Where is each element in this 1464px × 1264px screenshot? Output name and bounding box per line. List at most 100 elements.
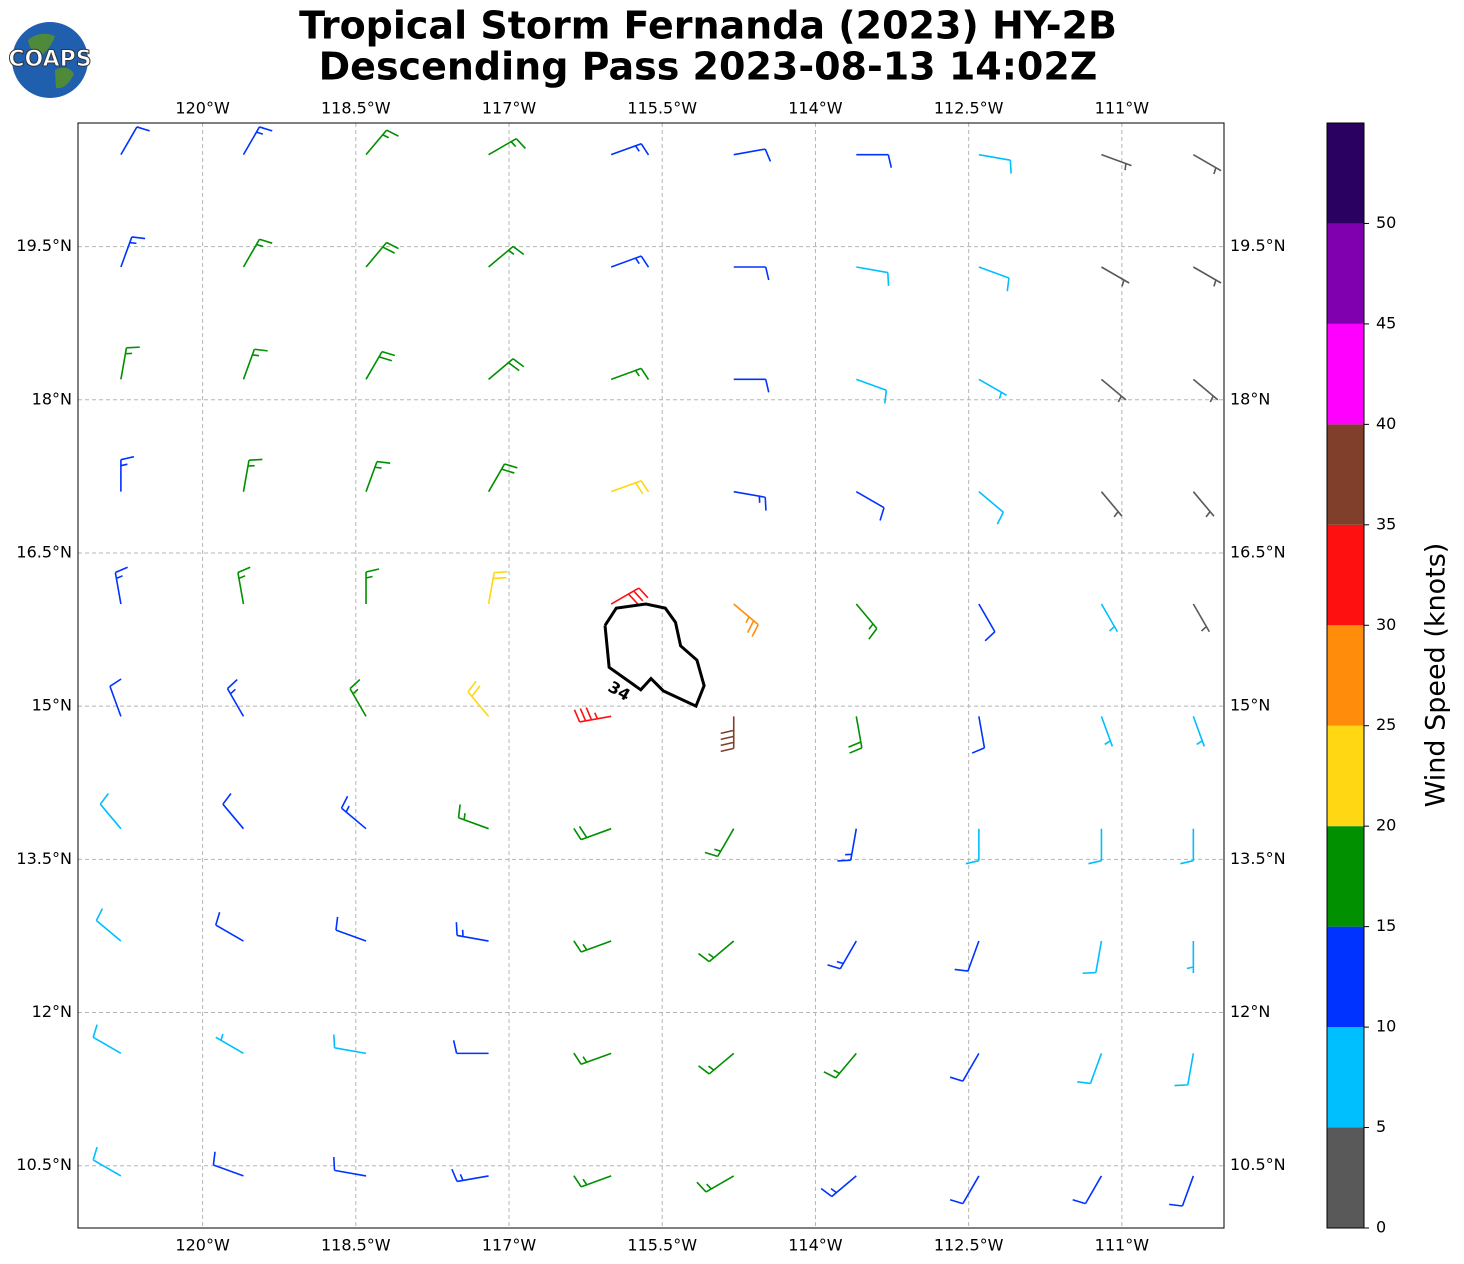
wind-barb bbox=[120, 455, 135, 492]
wind-barb bbox=[222, 793, 245, 830]
wind-barb bbox=[1192, 266, 1222, 287]
colorbar-segment bbox=[1327, 424, 1364, 525]
lon-tick-label: 117°W bbox=[482, 99, 537, 118]
colorbar-tick-label: 50 bbox=[1376, 213, 1396, 232]
colorbar-segment bbox=[1327, 1027, 1364, 1128]
wind-barb bbox=[1192, 716, 1206, 747]
wind-barb bbox=[1180, 828, 1195, 865]
lon-tick-label: 112.5°W bbox=[934, 99, 1004, 118]
wind-barb bbox=[365, 129, 399, 156]
wind-barb bbox=[1186, 941, 1195, 974]
wind-barb bbox=[971, 716, 986, 754]
wind-barb bbox=[365, 568, 380, 605]
colorbar-segment bbox=[1327, 725, 1364, 827]
colorbar-label: Wind Speed (knots) bbox=[1421, 543, 1452, 808]
wind-barb bbox=[335, 916, 367, 942]
wind-barb bbox=[452, 1040, 489, 1055]
wind-barb bbox=[1192, 378, 1219, 403]
wind-barb bbox=[848, 716, 863, 754]
lon-tick-label: 111°W bbox=[1095, 1236, 1150, 1255]
wind-barb bbox=[978, 491, 1005, 525]
lat-tick-label: 16.5°N bbox=[16, 542, 72, 561]
wind-barb bbox=[120, 346, 140, 380]
logo: COAPS bbox=[8, 22, 92, 98]
wind-barb bbox=[1088, 828, 1103, 865]
wind-barb bbox=[733, 266, 770, 281]
wind-barb bbox=[212, 1151, 244, 1177]
wind-barb bbox=[856, 266, 890, 286]
colorbar-segment bbox=[1327, 323, 1364, 425]
wind-barb bbox=[837, 828, 858, 862]
wind-barb bbox=[573, 707, 612, 723]
wind-barb bbox=[1169, 1175, 1195, 1207]
colorbar-tick-label: 40 bbox=[1376, 414, 1396, 433]
wind-barb bbox=[949, 1175, 980, 1205]
logo-text: COAPS bbox=[8, 47, 91, 72]
wind-barb bbox=[1192, 603, 1211, 633]
wind-barb bbox=[333, 1156, 367, 1177]
colorbar-tick-label: 45 bbox=[1376, 313, 1396, 332]
wind-barb bbox=[114, 566, 128, 605]
colorbar-frame bbox=[1326, 122, 1365, 1229]
wind-barb bbox=[365, 350, 396, 380]
colorbar-tick-label: 10 bbox=[1376, 1017, 1396, 1036]
wind-barb bbox=[954, 940, 980, 972]
lon-tick-label: 120°W bbox=[175, 99, 230, 118]
wind-barb bbox=[487, 463, 518, 493]
wind-barb bbox=[340, 795, 367, 830]
wind-barb bbox=[1101, 153, 1132, 171]
wind-barb bbox=[820, 1175, 857, 1198]
wind-barb bbox=[242, 348, 268, 380]
wind-barb bbox=[92, 1024, 122, 1055]
contour-label-box bbox=[603, 677, 635, 707]
wind-barb bbox=[855, 603, 878, 640]
lat-tick-label: 15°N bbox=[32, 696, 72, 715]
wind-barb bbox=[823, 1052, 857, 1079]
wind-barb bbox=[109, 678, 122, 717]
wind-barb bbox=[1100, 603, 1119, 633]
lon-tick-label: 114°W bbox=[788, 1236, 843, 1255]
wind-barb bbox=[1072, 1175, 1103, 1205]
wind-barb bbox=[698, 940, 735, 963]
wind-barb bbox=[610, 367, 650, 381]
wind-barb bbox=[120, 236, 146, 268]
wind-barb bbox=[610, 142, 650, 156]
wind-barb bbox=[1100, 716, 1114, 747]
lon-tick-label: 114°W bbox=[788, 99, 843, 118]
lat-tick-label: 10.5°N bbox=[1230, 1155, 1286, 1174]
lat-tick-label: 18°N bbox=[1230, 389, 1270, 408]
wind-contour bbox=[603, 602, 706, 709]
wind-barb bbox=[573, 940, 612, 953]
wind-barb bbox=[215, 1033, 244, 1055]
lon-tick-label: 118.5°W bbox=[321, 1236, 391, 1255]
wind-barb bbox=[720, 716, 735, 753]
wind-barb bbox=[733, 148, 772, 162]
lon-tick-label: 120°W bbox=[175, 1236, 230, 1255]
wind-barb bbox=[704, 828, 735, 858]
wind-barb bbox=[610, 255, 650, 268]
lat-tick-label: 19.5°N bbox=[16, 236, 72, 255]
wind-barb bbox=[488, 245, 525, 268]
wind-barb bbox=[856, 153, 893, 168]
map-area: 34 bbox=[78, 123, 1224, 1228]
wind-barb bbox=[457, 804, 489, 830]
colorbar-segment bbox=[1327, 625, 1364, 726]
lon-tick-label: 111°W bbox=[1095, 99, 1150, 118]
wind-barb bbox=[733, 603, 759, 637]
wind-barb bbox=[1077, 1053, 1103, 1085]
wind-barb bbox=[488, 358, 525, 380]
wind-barb bbox=[365, 460, 391, 492]
logo-land bbox=[28, 33, 74, 89]
lon-tick-label: 115.5°W bbox=[627, 1236, 697, 1255]
wind-barb bbox=[120, 126, 150, 156]
lat-tick-label: 13.5°N bbox=[1230, 849, 1286, 868]
wind-barb bbox=[451, 1168, 489, 1183]
wind-barb bbox=[237, 566, 251, 605]
wind-barb bbox=[214, 912, 244, 942]
wind-barb bbox=[242, 126, 273, 156]
wind-barb bbox=[978, 266, 1010, 292]
wind-barb bbox=[488, 137, 526, 156]
colorbar-segment bbox=[1327, 826, 1364, 927]
wind-barb bbox=[856, 378, 888, 404]
colorbar-segment bbox=[1327, 123, 1364, 224]
